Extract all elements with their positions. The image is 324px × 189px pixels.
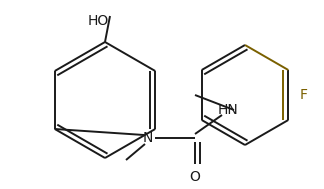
Text: N: N xyxy=(143,131,153,145)
Text: O: O xyxy=(190,170,201,184)
Text: F: F xyxy=(300,88,308,102)
Text: HO: HO xyxy=(88,14,109,28)
Text: HN: HN xyxy=(218,103,239,117)
